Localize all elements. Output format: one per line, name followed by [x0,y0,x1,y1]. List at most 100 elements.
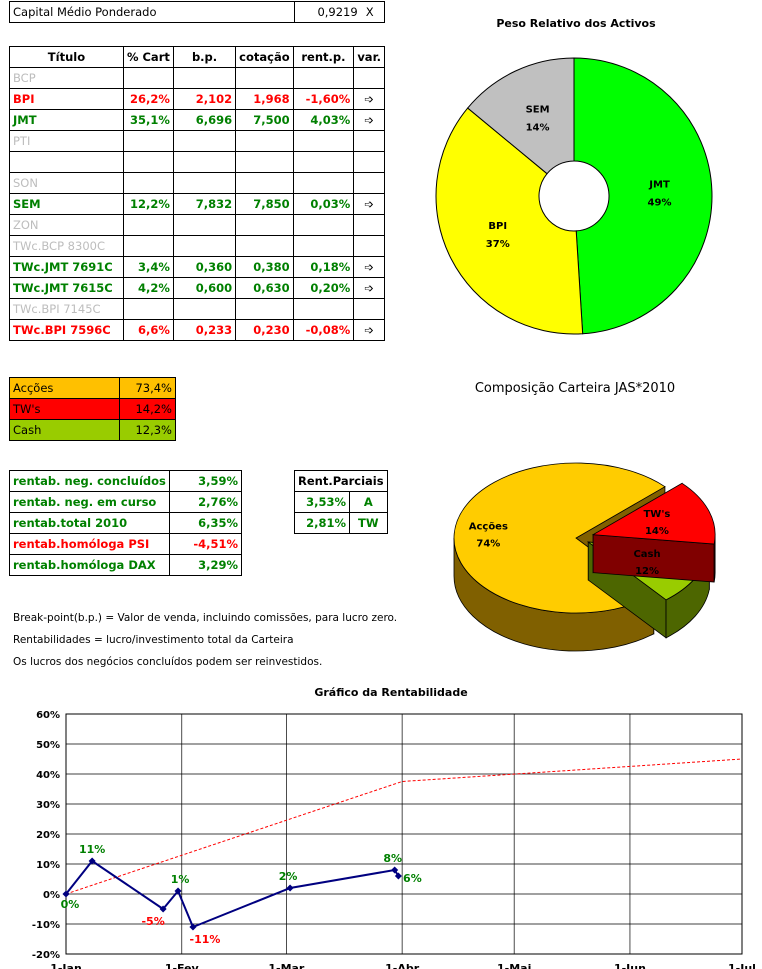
position-name: BCP [9,67,124,89]
pie1-slice-sem [466,57,575,175]
table-row: PTI [9,130,385,152]
pie1-label: BPI [488,221,507,232]
table-row: SEM 12,2% 7,832 7,850 0,03% ➩ [9,193,385,215]
x-tick-label: 1-Mai [497,962,531,969]
composition-label: Acções [9,377,120,399]
variation-arrow-icon [353,130,385,152]
table-row: TWc.BCP 8300C [9,235,385,257]
positions-header-cell: rent.p. [292,46,355,68]
returns-table: rentab. neg. concluídos 3,59% rentab. neg.… [9,470,242,576]
data-point [62,890,70,898]
position-cell: 6,6% [122,319,174,341]
return-row: rentab.total 2010 6,35% [9,512,242,534]
data-point [391,866,399,874]
return-value: 2,76% [169,491,242,513]
table-row: JMT 35,1% 6,696 7,500 4,03% ➩ [9,109,385,131]
position-cell [172,67,237,89]
position-name: TWc.JMT 7615C [9,277,124,299]
position-cell: 0,630 [235,277,294,299]
pie2-label: Acções [469,522,508,533]
partial-value: 3,53% [294,491,350,513]
position-name [9,151,124,173]
pie2-slice-1 [591,482,716,545]
position-name: TWc.BCP 8300C [9,235,124,257]
return-label: rentab. neg. em curso [9,491,170,513]
composition-label: TW's [9,398,120,420]
composition-table: Acções 73,4% TW's 14,2% Cash 12,3% [9,377,176,441]
pie1-slice-jmt [573,57,713,335]
position-name: JMT [9,109,124,131]
pie2-value: 12% [635,566,659,577]
x-tick-label: 1-Jun [614,962,646,969]
note-line: Rentabilidades = lucro/investimento tota… [13,634,294,646]
position-cell [122,172,174,194]
capital-unit: X [359,1,385,23]
partials-table: Rent.Parciais 3,53% A 2,81% TW [294,470,388,534]
position-cell [122,214,174,236]
position-cell [172,214,237,236]
return-label: rentab.total 2010 [9,512,170,534]
position-cell: 1,968 [235,88,294,110]
table-row: BCP [9,67,385,89]
position-cell: 7,850 [235,193,294,215]
positions-header-cell: % Cart [122,46,174,68]
partials-header: Rent.Parciais [294,470,388,492]
position-cell: 7,832 [172,193,237,215]
position-cell: 7,500 [235,109,294,131]
variation-arrow-icon: ➩ [353,256,385,278]
return-row: rentab.homóloga DAX 3,29% [9,554,242,576]
position-cell [122,67,174,89]
position-cell [172,235,237,257]
composition-label: Cash [9,419,120,441]
capital-value: 0,9219 [293,1,360,23]
partial-tag: TW [349,512,388,534]
position-name: SON [9,172,124,194]
pie1-label: JMT [648,179,670,190]
positions-table: Título% Cart b.p. cotação rent.p. var. BCP BP… [9,46,385,341]
line-chart-rentabilidade: Gráfico da Rentabilidade -20%-10%0%10%20… [32,686,756,969]
pie1-value: 14% [526,123,550,134]
position-cell: 0,233 [172,319,237,341]
position-cell [122,298,174,320]
partials-row: 2,81% TW [294,512,388,534]
data-label: 6% [403,872,422,885]
partials-row: 3,53% A [294,491,388,513]
y-tick-label: 50% [36,740,60,751]
position-cell: 4,2% [122,277,174,299]
positions-header-cell: b.p. [172,46,237,68]
pie1-value: 49% [648,197,672,208]
data-label: 8% [383,852,402,865]
return-label: rentab.homóloga PSI [9,533,170,555]
data-label: -5% [141,915,164,928]
composition-value: 14,2% [119,398,176,420]
position-cell [172,172,237,194]
data-point [174,887,182,895]
position-cell: 6,696 [172,109,237,131]
position-cell [235,130,294,152]
composition-row: Cash 12,3% [9,419,176,441]
capital-box: Capital Médio Ponderado 0,9219 X [9,1,385,23]
position-cell: 0,360 [172,256,237,278]
return-row: rentab.homóloga PSI -4,51% [9,533,242,555]
position-cell [292,67,355,89]
position-cell: 3,4% [122,256,174,278]
position-name: TWc.BPI 7596C [9,319,124,341]
position-cell [292,130,355,152]
position-cell [235,172,294,194]
note-line: Os lucros dos negócios concluídos podem … [13,656,323,668]
capital-label: Capital Médio Ponderado [9,1,295,23]
position-cell [292,235,355,257]
position-cell [172,130,237,152]
y-tick-label: 0% [43,890,60,901]
positions-header-cell: Título [9,46,124,68]
position-name: TWc.BPI 7145C [9,298,124,320]
composition-value: 73,4% [119,377,176,399]
position-cell: 2,102 [172,88,237,110]
position-cell [122,235,174,257]
partials-header-row: Rent.Parciais [294,470,388,492]
data-point [189,923,197,931]
y-tick-label: 20% [36,830,60,841]
position-cell: 35,1% [122,109,174,131]
position-cell: 0,20% [292,277,355,299]
variation-arrow-icon [353,298,385,320]
